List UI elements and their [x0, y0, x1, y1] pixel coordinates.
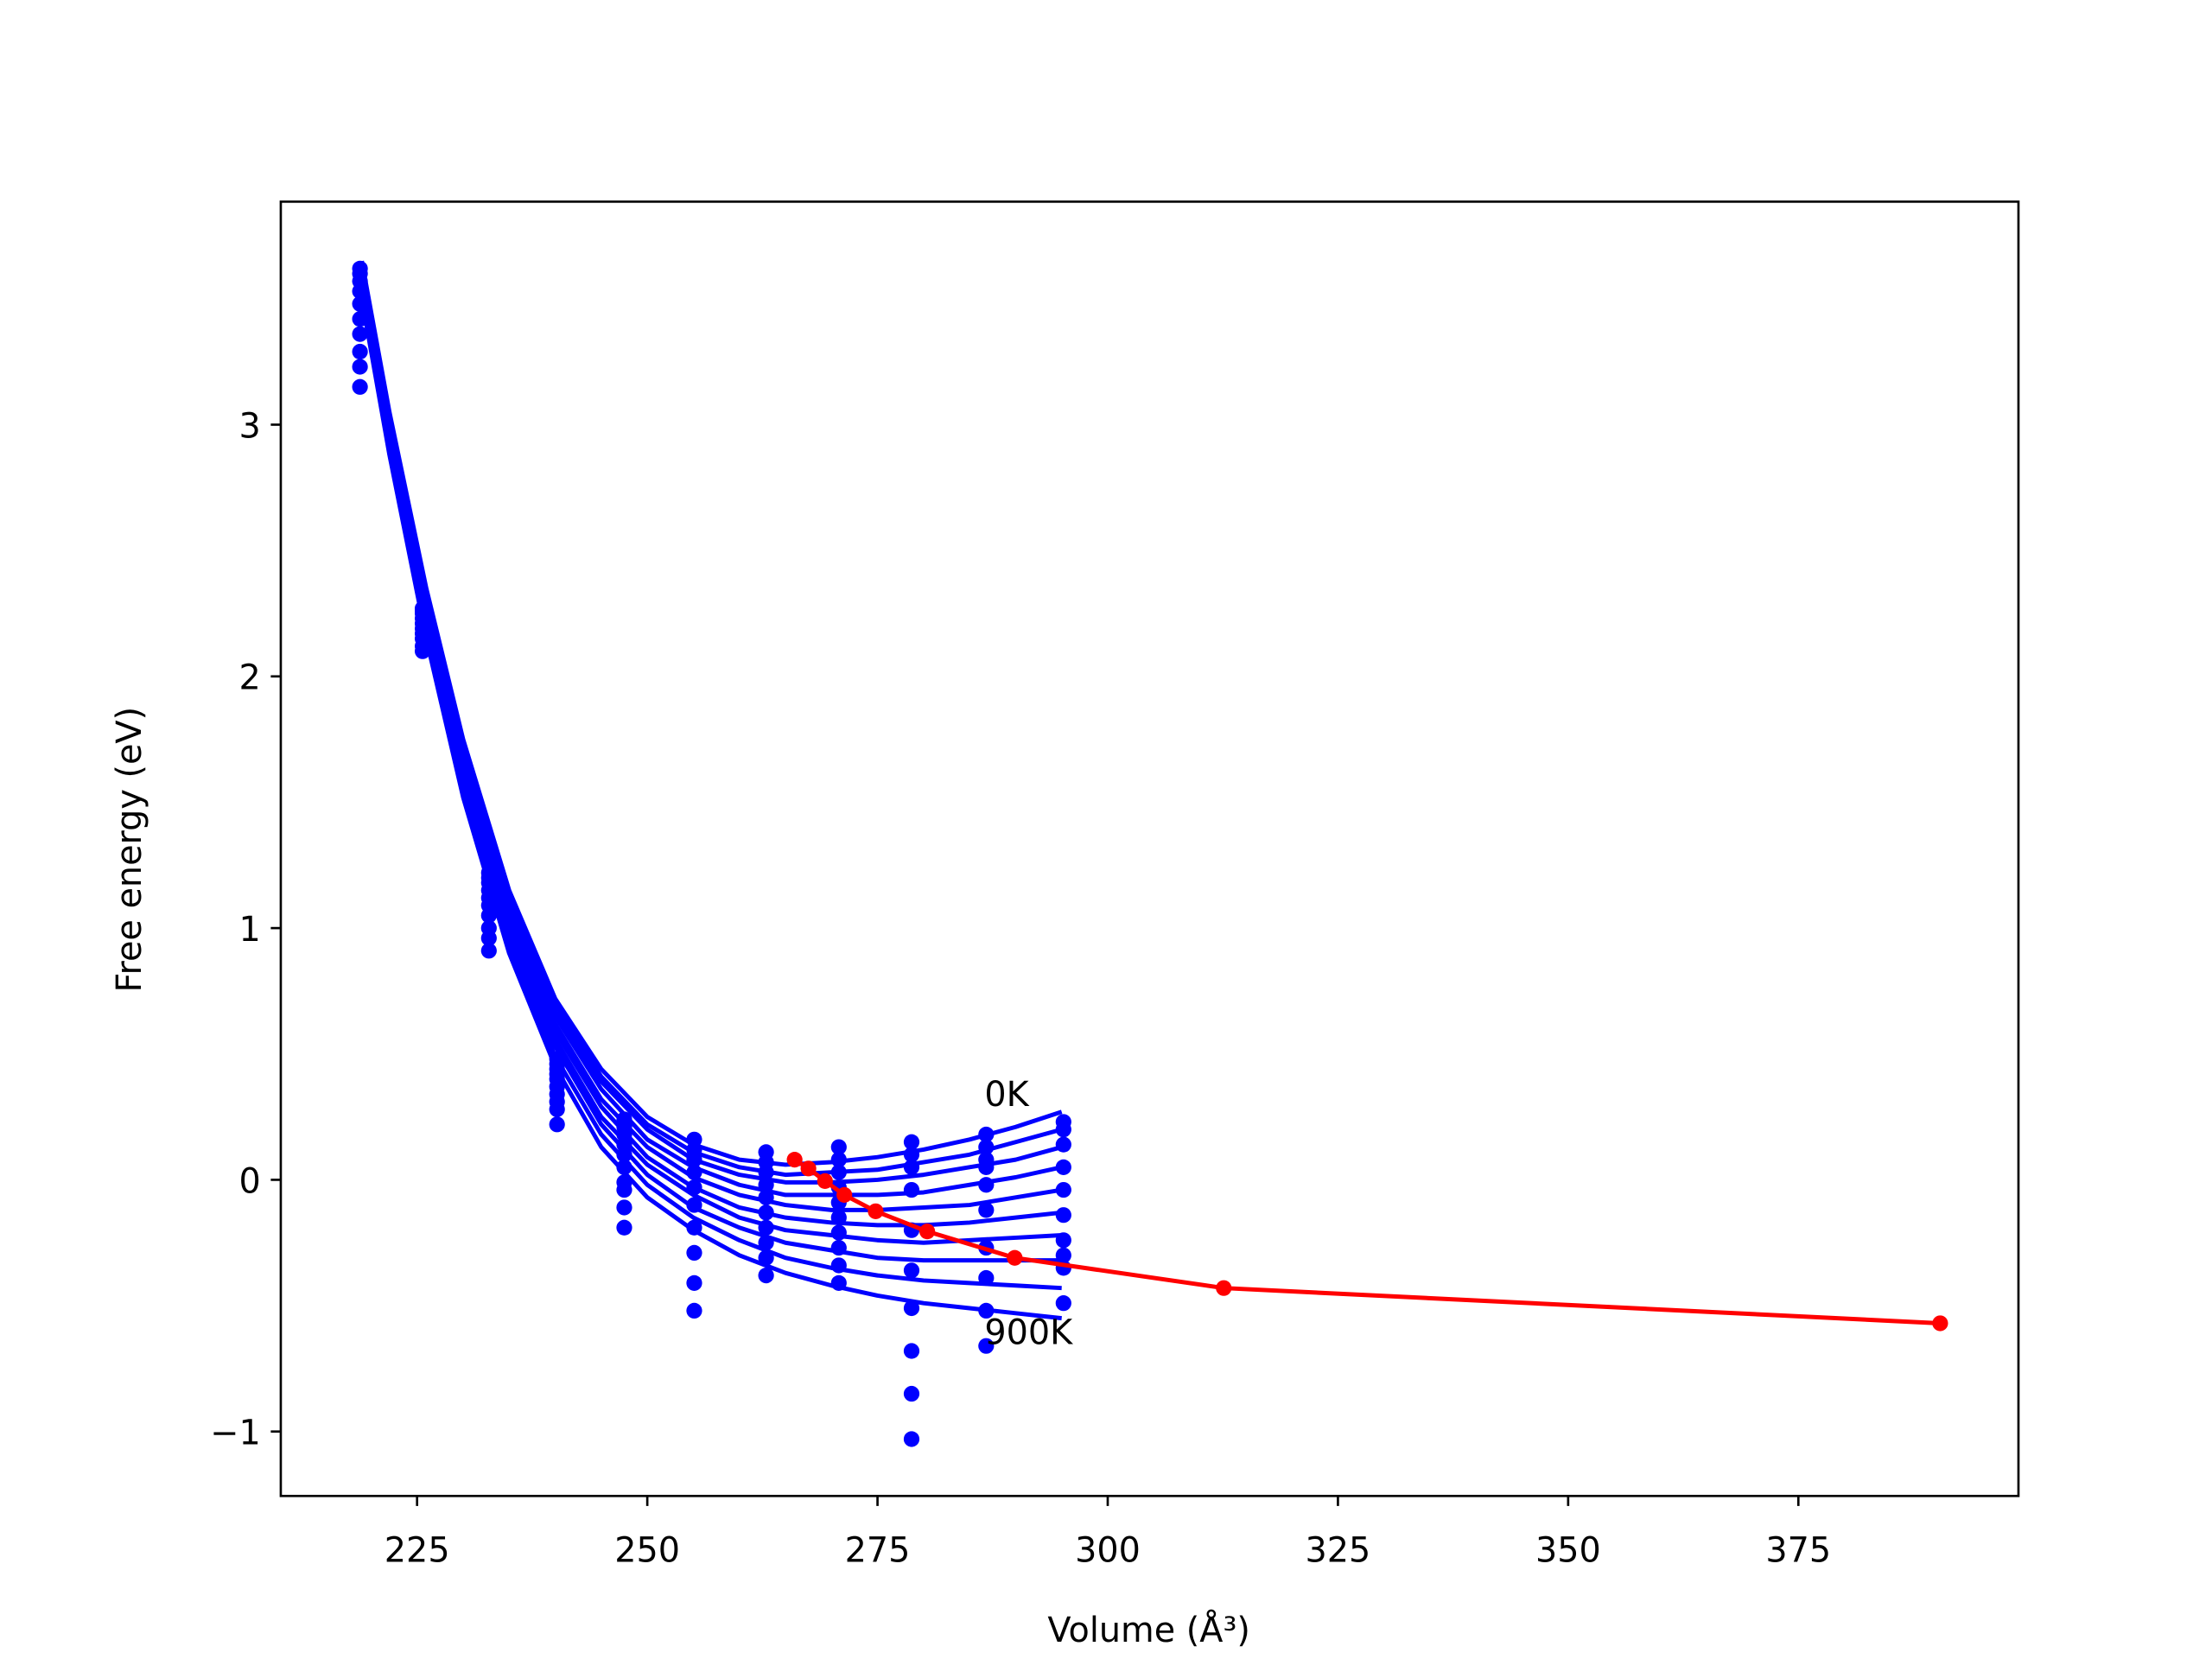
data-point [686, 1152, 702, 1168]
minimum-point [1216, 1280, 1232, 1296]
data-point [1055, 1247, 1071, 1263]
y-tick-label: 1 [239, 910, 261, 950]
data-point [978, 1269, 995, 1287]
data-point [830, 1224, 847, 1241]
data-point [903, 1159, 920, 1175]
data-point [758, 1249, 774, 1266]
minimum-point [1007, 1249, 1023, 1266]
data-point [758, 1189, 774, 1205]
x-tick-label: 350 [1535, 1530, 1601, 1570]
data-point [1055, 1159, 1071, 1175]
data-point [830, 1164, 847, 1180]
data-point [549, 1101, 565, 1117]
x-tick-label: 225 [385, 1530, 450, 1570]
data-point [903, 1385, 920, 1402]
y-axis-label: Free energy (eV) [110, 707, 149, 993]
data-point [758, 1164, 774, 1180]
data-point [830, 1139, 847, 1155]
data-point [830, 1274, 847, 1291]
data-point [978, 1177, 995, 1193]
data-point [978, 1139, 995, 1155]
x-tick-label: 325 [1306, 1530, 1371, 1570]
data-point [352, 326, 368, 342]
data-point [1055, 1122, 1071, 1138]
data-point [903, 1134, 920, 1150]
minimum-point [1932, 1315, 1948, 1332]
data-point [830, 1257, 847, 1274]
data-point [480, 930, 497, 946]
data-point [352, 359, 368, 375]
x-tick-label: 275 [845, 1530, 911, 1570]
data-point [830, 1239, 847, 1256]
data-point [1055, 1232, 1071, 1249]
data-point [758, 1177, 774, 1193]
minimum-point [800, 1160, 817, 1177]
data-point [480, 907, 497, 924]
data-point [978, 1126, 995, 1143]
data-point [758, 1205, 774, 1221]
data-point [978, 1302, 995, 1319]
data-point [686, 1274, 702, 1291]
data-point [616, 1147, 632, 1163]
data-point [1055, 1207, 1071, 1224]
x-axis-label: Volume (Å³) [1047, 1610, 1249, 1650]
data-point [686, 1302, 702, 1319]
y-tick-label: 2 [239, 658, 261, 698]
y-tick-label: 0 [239, 1161, 261, 1201]
data-point [978, 1202, 995, 1218]
data-point [830, 1210, 847, 1226]
data-point [903, 1431, 920, 1447]
data-point [686, 1179, 702, 1196]
x-tick-label: 250 [614, 1530, 680, 1570]
data-point [686, 1244, 702, 1262]
data-point [352, 343, 368, 360]
data-point [616, 1159, 632, 1175]
annotation: 0K [984, 1075, 1029, 1115]
data-point [903, 1300, 920, 1317]
x-tick-label: 375 [1765, 1530, 1831, 1570]
minimum-point [786, 1152, 803, 1168]
x-tick-label: 300 [1075, 1530, 1141, 1570]
minimum-point [817, 1173, 833, 1189]
annotation: 900K [984, 1313, 1073, 1352]
data-point [758, 1235, 774, 1251]
data-point [616, 1181, 632, 1198]
data-point [480, 943, 497, 959]
data-point [352, 283, 368, 300]
data-point [616, 1219, 632, 1236]
data-point [352, 378, 368, 395]
data-point [758, 1268, 774, 1284]
data-point [616, 1199, 632, 1216]
data-point [1055, 1295, 1071, 1312]
data-point [686, 1197, 702, 1213]
data-point [978, 1159, 995, 1175]
y-tick-label: 3 [239, 406, 261, 446]
data-point [1055, 1181, 1071, 1198]
data-point [414, 643, 431, 659]
minimum-point [868, 1203, 884, 1219]
data-point [352, 296, 368, 312]
data-point [830, 1152, 847, 1168]
data-point [686, 1164, 702, 1180]
minimum-point [919, 1224, 936, 1240]
data-point [978, 1338, 995, 1354]
data-point [352, 311, 368, 327]
data-point [903, 1343, 920, 1359]
data-point [549, 1116, 565, 1133]
data-point [758, 1219, 774, 1236]
data-point [903, 1181, 920, 1198]
data-point [686, 1219, 702, 1236]
plot-frame [279, 200, 2020, 1497]
data-point [903, 1147, 920, 1163]
data-point [1055, 1136, 1071, 1153]
minimum-point [836, 1186, 853, 1204]
data-point [903, 1262, 920, 1279]
y-tick-label: −1 [210, 1414, 261, 1453]
